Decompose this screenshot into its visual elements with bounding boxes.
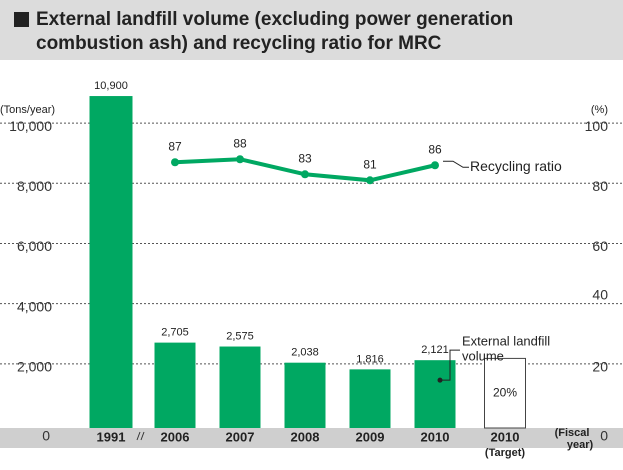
target-bar [484,357,526,429]
value-label: 1,816 [356,353,384,365]
y-axis-label: (Tons/year) [0,104,55,116]
y-tick-label: 4,000 [17,298,52,314]
x-tick-label: 2010 [421,429,450,444]
value-label: 81 [363,157,377,171]
x-tick-label: 2010 [491,429,520,444]
chart-title: External landfill volume (excluding powe… [36,9,513,30]
value-label: 2,121 [421,344,449,356]
leader-line [443,160,469,168]
x-axis-label: (Fiscal [555,427,590,439]
value-label: 10,900 [94,80,128,92]
bar [349,369,391,428]
bar [219,346,261,428]
x-tick-label: 1991 [97,429,126,444]
value-label: 88 [233,136,247,150]
value-label: 83 [298,151,312,165]
x-tick-label: 2009 [356,429,385,444]
x-tick-label: 2006 [161,429,190,444]
x-tick-sublabel: (Target) [485,447,525,459]
y2-tick-label: 60 [592,238,608,254]
value-label: 2,705 [161,327,189,339]
value-label: 2,038 [291,347,319,359]
series-label: External landfill [462,334,550,349]
leader-line [440,349,460,381]
y-tick-label: 6,000 [17,238,52,254]
y-tick-label: 10,000 [9,118,52,134]
line-point [301,170,309,179]
value-label: 87 [168,139,182,153]
title-band [0,0,623,60]
bar [284,362,326,428]
x-axis-band [0,428,623,448]
bar [89,96,133,428]
value-label: 86 [428,142,442,156]
axis-break [136,431,145,441]
line-point [366,176,374,185]
y2-tick-label: 20 [592,359,608,375]
title-square [14,12,29,27]
x-axis-label: year) [567,439,594,451]
x-tick-label: 2008 [291,429,320,444]
x-tick-label: 2007 [226,429,255,444]
line-point [236,155,244,164]
series-label: Recycling ratio [470,158,562,174]
bar [154,342,196,428]
y2-tick-label: 0 [600,428,608,444]
series-label: volume [462,349,504,364]
target-annotation: 20% [493,385,517,399]
y2-axis-label: (%) [591,104,608,116]
y2-tick-label: 100 [585,118,609,134]
y2-tick-label: 40 [592,286,608,302]
line-point [171,158,179,167]
y-tick-label: 2,000 [17,359,52,375]
bar [414,360,456,428]
y2-tick-label: 80 [592,178,608,194]
chart-title: combustion ash) and recycling ratio for … [36,33,442,54]
y-tick-label: 8,000 [17,178,52,194]
value-label: 2,575 [226,330,254,342]
y-tick-label: 0 [42,428,50,444]
line-point [431,161,439,170]
